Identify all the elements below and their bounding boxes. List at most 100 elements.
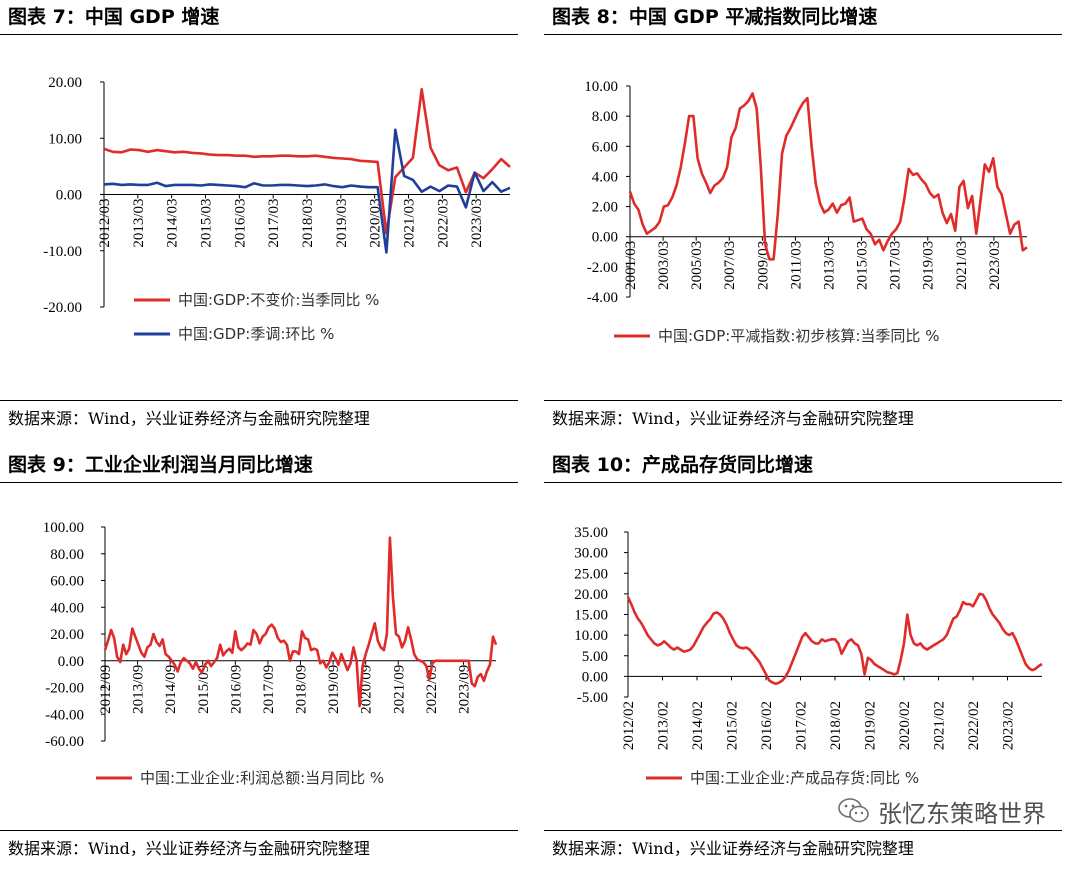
chart-title: 图表 7：中国 GDP 增速	[0, 0, 518, 35]
x-tick-label: 2023/09	[456, 665, 472, 714]
x-tick-label: 2019/03	[921, 241, 937, 290]
gdp-growth-chart: 20.00 10.00 0.00 -10.00 -20.00 2012/03 2013/03…	[43, 75, 511, 343]
y-tick-label: -60.00	[45, 734, 84, 750]
y-tick-label: 80.00	[50, 547, 84, 563]
y-tick-label: 20.00	[50, 627, 84, 643]
x-tick-label: 2009/03	[755, 241, 771, 290]
x-tick-label: 2021/09	[391, 665, 407, 714]
y-tick-label: 35.00	[574, 525, 608, 541]
x-tick-label: 2019/09	[326, 665, 342, 714]
y-tick-label: -20.00	[45, 681, 84, 697]
x-tick-label: 2014/09	[163, 665, 179, 714]
source-note: 数据来源：Wind，兴业证券经济与金融研究院整理	[544, 400, 1062, 429]
x-tick-label: 2013/09	[131, 665, 147, 714]
x-tick-label: 2022/03	[435, 199, 451, 248]
x-tick-label: 2014/03	[165, 199, 181, 248]
y-tick-label: 0.00	[592, 230, 618, 246]
legend-label: 中国:工业企业:产成品存货:同比 %	[690, 769, 919, 787]
x-tick-label: 2016/02	[759, 701, 775, 750]
x-tick-label: 2005/03	[689, 241, 705, 290]
chart-title: 图表 10：产成品存货同比增速	[544, 448, 1062, 483]
y-tick-label: -40.00	[45, 707, 84, 723]
x-tick-label: 2001/03	[623, 241, 639, 290]
x-tick-label: 2023/02	[1001, 701, 1017, 750]
x-tick-label: 2012/09	[98, 665, 114, 714]
x-tick-label: 2016/09	[228, 665, 244, 714]
series-line-0	[103, 536, 498, 708]
y-tick-label: 4.00	[592, 169, 618, 185]
source-note: 数据来源：Wind，兴业证券经济与金融研究院整理	[0, 400, 518, 429]
y-tick-label: 40.00	[50, 600, 84, 616]
y-tick-label: 5.00	[582, 649, 608, 665]
wechat-icon	[838, 798, 869, 823]
x-tick-label: 2021/03	[402, 199, 418, 248]
y-tick-label: 6.00	[592, 139, 618, 155]
chart-title: 图表 8：中国 GDP 平减指数同比增速	[544, 0, 1062, 35]
watermark: 张忆东策略世界	[838, 794, 1046, 829]
x-tick-label: 2018/02	[828, 701, 844, 750]
series-line-1	[103, 128, 511, 254]
legend-label: 中国:GDP:不变价:当季同比 %	[178, 291, 379, 309]
x-tick-label: 2013/02	[656, 701, 672, 750]
x-tick-label: 2022/02	[966, 701, 982, 750]
series-line-0	[103, 88, 511, 235]
x-tick-label: 2019/02	[863, 701, 879, 750]
x-tick-label: 2015/09	[196, 665, 212, 714]
legend-label: 中国:GDP:平减指数:初步核算:当季同比 %	[658, 327, 939, 345]
y-tick-label: 10.00	[48, 131, 82, 147]
x-tick-label: 2012/03	[97, 199, 113, 248]
series-line-0	[626, 592, 1043, 686]
y-tick-label: 10.00	[584, 79, 618, 95]
y-tick-label: 20.00	[48, 75, 82, 91]
y-tick-label: -2.00	[587, 260, 618, 276]
y-tick-label: 100.00	[43, 520, 84, 536]
x-tick-label: 2012/02	[621, 701, 637, 750]
x-tick-label: 2013/03	[131, 199, 147, 248]
legend-label: 中国:GDP:季调:环比 %	[178, 325, 334, 343]
x-tick-label: 2017/02	[794, 701, 810, 750]
x-tick-label: 2015/03	[855, 241, 871, 290]
x-tick-label: 2011/03	[788, 241, 804, 290]
x-tick-label: 2007/03	[722, 241, 738, 290]
x-tick-label: 2019/03	[334, 199, 350, 248]
y-tick-label: 0.00	[56, 188, 82, 204]
x-tick-label: 2018/03	[300, 199, 316, 248]
x-tick-label: 2015/02	[725, 701, 741, 750]
source-note: 数据来源：Wind，兴业证券经济与金融研究院整理	[544, 830, 1062, 859]
x-tick-label: 2021/02	[932, 701, 948, 750]
y-tick-label: -4.00	[587, 290, 618, 306]
chart-panel-industrial-profit: 图表 9：工业企业利润当月同比增速 100.00 80.00 60.00 40.00 2…	[0, 448, 528, 878]
x-tick-label: 2020/02	[897, 701, 913, 750]
finished-goods-inventory-chart: 35.00 30.00 25.00 20.00 15.00 10.00 5.00 0.00 -5…	[574, 525, 1043, 787]
gdp-deflator-chart: 10.00 8.00 6.00 4.00 2.00 0.00 -2.00 -4.00 2001/…	[584, 79, 1028, 345]
x-tick-label: 2023/03	[987, 241, 1003, 290]
x-tick-label: 2013/03	[822, 241, 838, 290]
industrial-profit-chart: 100.00 80.00 60.00 40.00 20.00 0.00 -20.00 -40.…	[43, 520, 498, 787]
y-tick-label: -10.00	[43, 244, 82, 260]
x-tick-label: 2015/03	[199, 199, 215, 248]
x-tick-label: 2016/03	[232, 198, 248, 247]
x-tick-label: 2017/03	[266, 199, 282, 248]
chart-panel-finished-goods-inventory: 图表 10：产成品存货同比增速 35.00 30.00 25.00 20.00 15.0…	[544, 448, 1072, 878]
series-line-0	[628, 92, 1028, 261]
y-tick-label: 0.00	[582, 669, 608, 685]
y-tick-label: 30.00	[574, 546, 608, 562]
x-tick-label: 2021/03	[954, 241, 970, 290]
y-tick-label: 20.00	[574, 587, 608, 603]
y-tick-label: 0.00	[58, 654, 84, 670]
x-tick-label: 2018/09	[294, 665, 310, 714]
source-note: 数据来源：Wind，兴业证券经济与金融研究院整理	[0, 830, 518, 859]
y-tick-label: 25.00	[574, 566, 608, 582]
x-tick-label: 2003/03	[656, 241, 672, 290]
x-tick-label: 2017/09	[261, 665, 277, 714]
y-tick-label: 60.00	[50, 574, 84, 590]
y-tick-label: -20.00	[43, 300, 82, 316]
y-tick-label: -5.00	[577, 690, 608, 706]
x-tick-label: 2023/03	[469, 198, 485, 247]
y-tick-label: 15.00	[574, 608, 608, 624]
legend-label: 中国:工业企业:利润总额:当月同比 %	[140, 769, 384, 787]
y-tick-label: 8.00	[592, 109, 618, 125]
chart-panel-gdp-growth: 图表 7：中国 GDP 增速 20.00 10.00 0.00 -10.00 -20.0…	[0, 0, 528, 430]
y-tick-label: 2.00	[592, 200, 618, 216]
y-tick-label: 10.00	[574, 628, 608, 644]
